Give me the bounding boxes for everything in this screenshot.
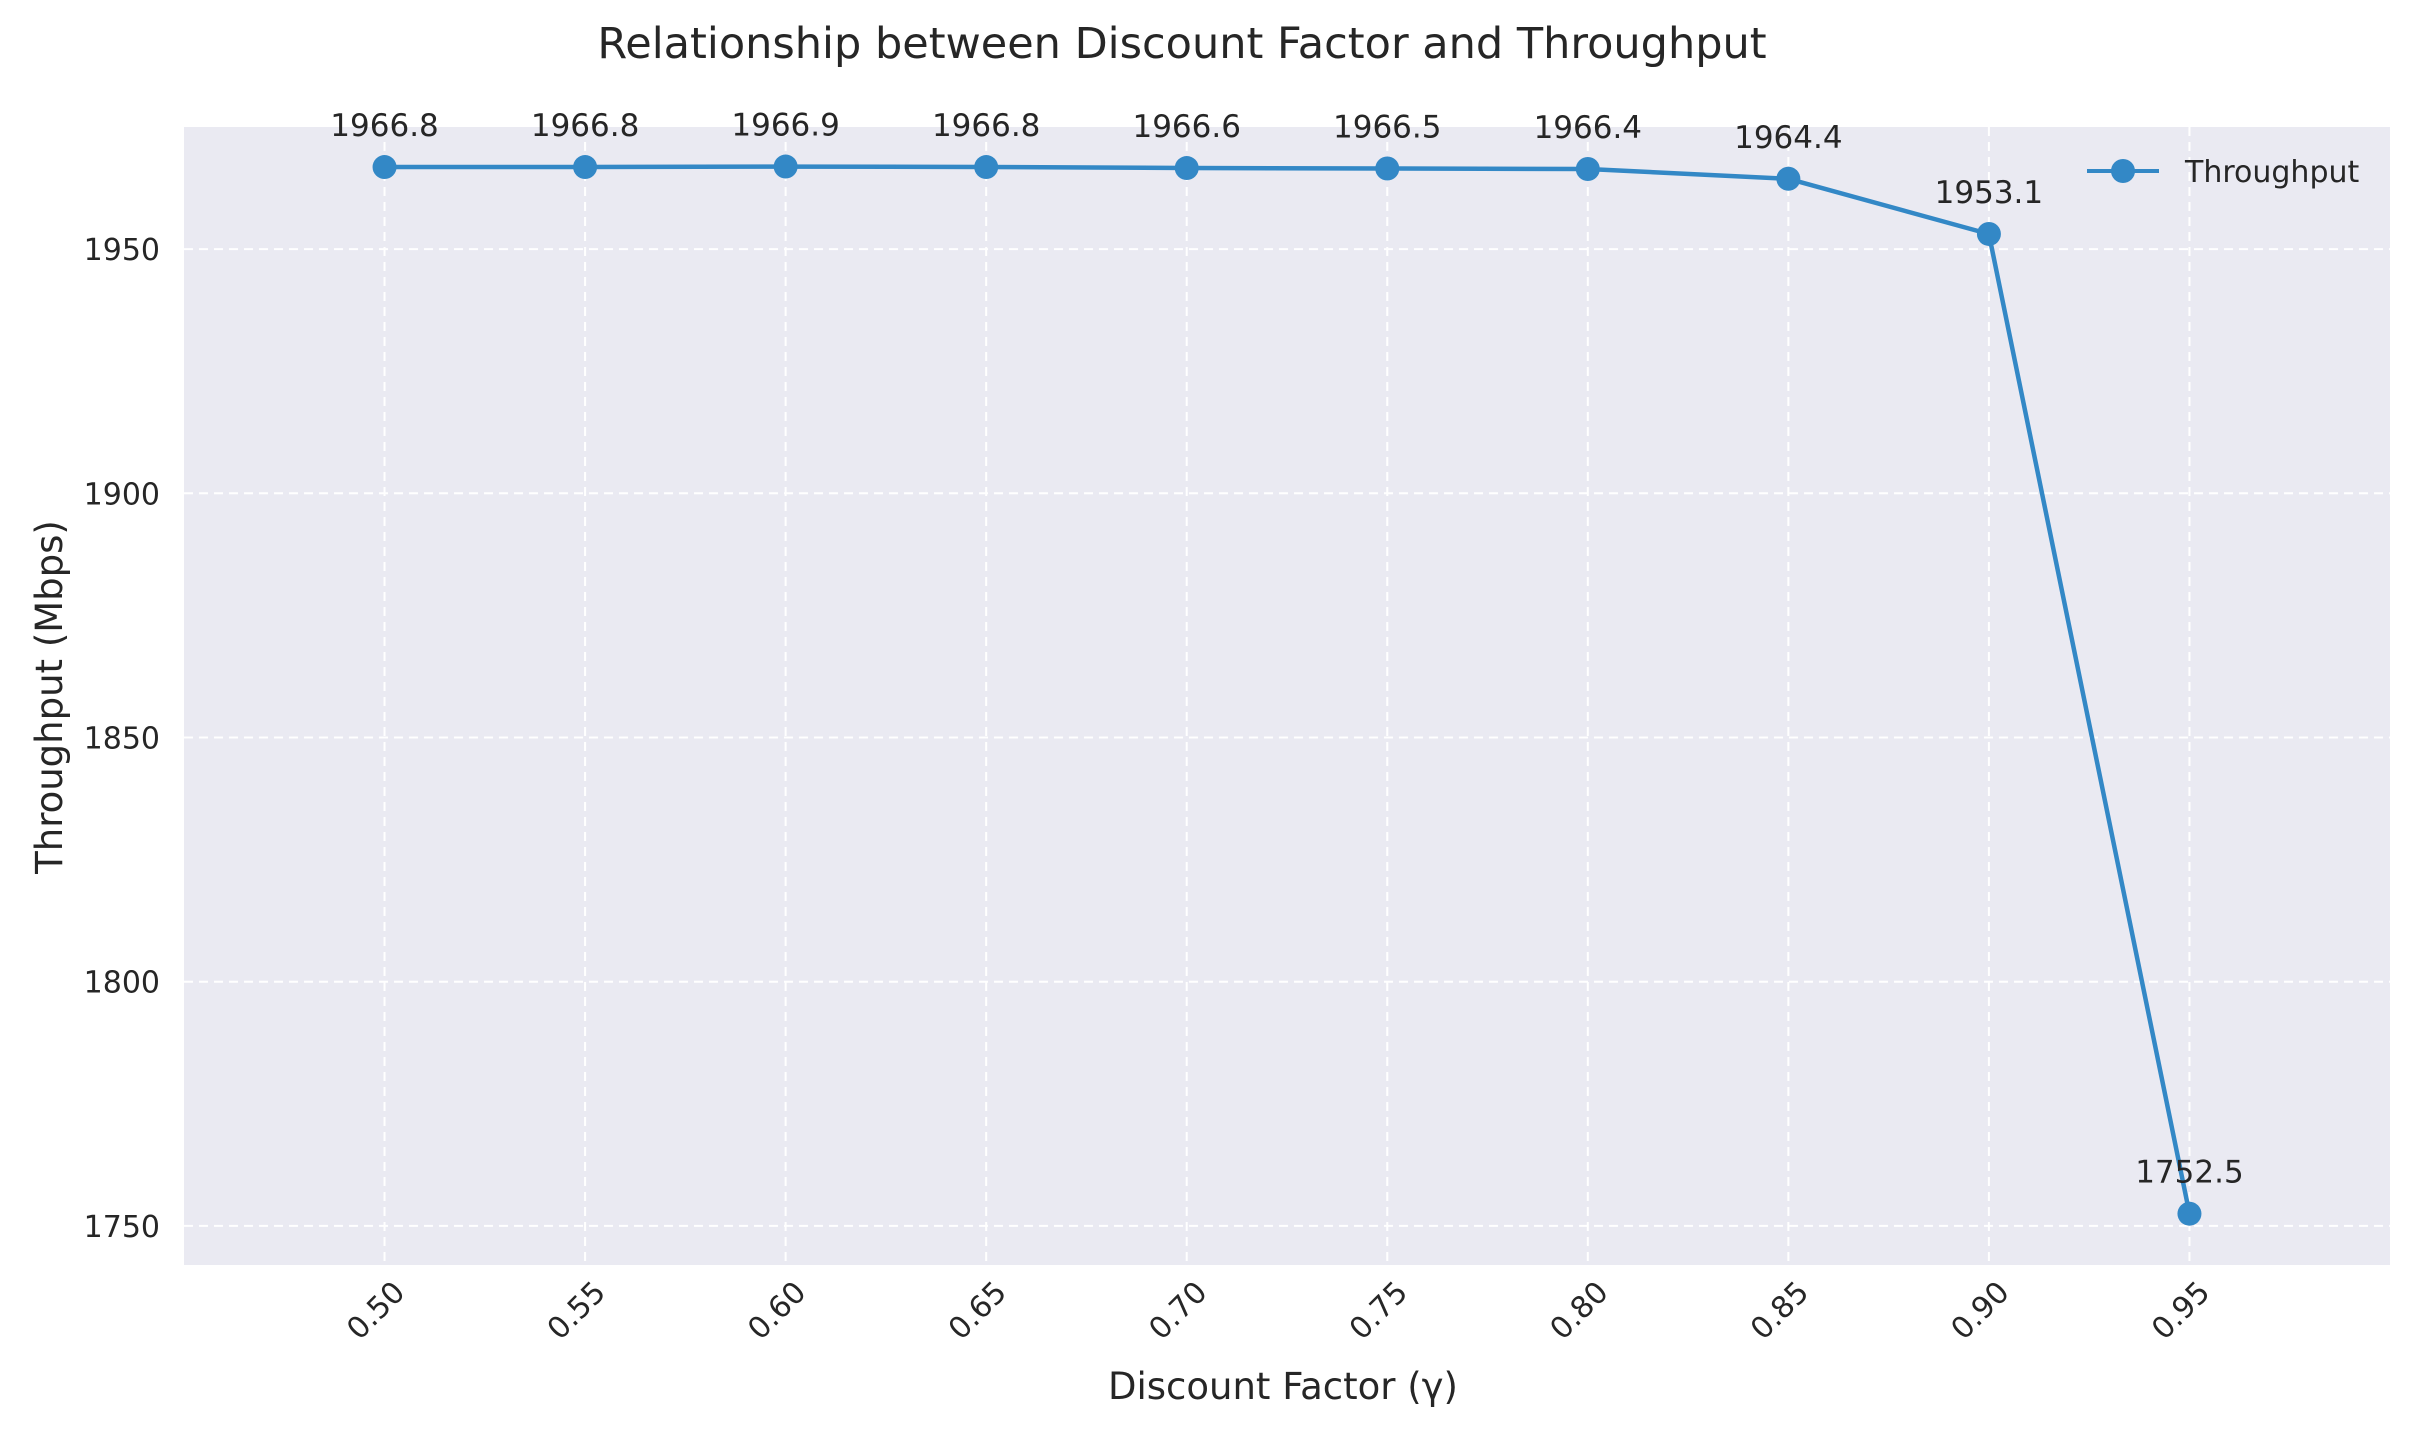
y-tick-label: 1750 xyxy=(84,1210,160,1245)
x-tick-label: 0.80 xyxy=(1543,1275,1615,1347)
y-tick-label: 1950 xyxy=(84,233,160,268)
data-point xyxy=(573,155,598,180)
data-label: 1966.8 xyxy=(932,108,1040,144)
data-point xyxy=(1375,156,1400,181)
data-point xyxy=(372,155,397,180)
data-label: 1966.5 xyxy=(1333,110,1441,146)
legend-label: Throughput xyxy=(2184,155,2359,190)
x-tick-label: 0.95 xyxy=(2145,1275,2217,1347)
x-tick-label: 0.65 xyxy=(942,1275,1014,1347)
y-axis-label: Throughput (Mbps) xyxy=(28,520,71,875)
legend: Throughput xyxy=(2087,155,2359,190)
x-tick-label: 0.75 xyxy=(1343,1275,1415,1347)
y-tick-label: 1800 xyxy=(84,966,160,1001)
x-tick-label: 0.55 xyxy=(541,1275,613,1347)
plot-area xyxy=(184,127,2390,1265)
x-tick-label: 0.70 xyxy=(1142,1275,1214,1347)
x-axis-label: Discount Factor (γ) xyxy=(1108,1365,1458,1408)
data-label: 1966.4 xyxy=(1534,110,1642,146)
series-line xyxy=(384,164,2192,1215)
x-tick-label: 0.50 xyxy=(340,1275,412,1347)
x-tick-label: 0.90 xyxy=(1945,1275,2017,1347)
chart-title: Relationship between Discount Factor and… xyxy=(597,19,1766,69)
x-tick-label: 0.85 xyxy=(1744,1275,1816,1347)
data-label: 1966.8 xyxy=(531,108,639,144)
y-tick-label: 1850 xyxy=(84,722,160,757)
series-layer xyxy=(372,154,2202,1226)
x-tick-label: 0.60 xyxy=(741,1275,813,1347)
data-point xyxy=(2177,1201,2202,1226)
data-label: 1964.4 xyxy=(1734,120,1842,156)
grid-lines xyxy=(184,127,2390,1265)
data-point xyxy=(1575,157,1600,182)
legend-point-marker xyxy=(2111,159,2135,183)
data-label: 1966.9 xyxy=(731,108,839,144)
data-point xyxy=(1776,166,1801,191)
data-label: 1966.8 xyxy=(330,108,438,144)
y-tick-label: 1900 xyxy=(84,477,160,512)
data-point xyxy=(1976,221,2001,246)
data-label: 1752.5 xyxy=(2135,1155,2243,1191)
data-labels: 1966.8 1966.8 1966.9 1966.8 1966.6 1966.5 1966… xyxy=(330,108,2243,1191)
data-label: 1953.1 xyxy=(1935,175,2043,211)
data-point xyxy=(773,154,798,179)
data-point xyxy=(1174,156,1199,181)
data-point xyxy=(974,155,999,180)
data-label: 1966.6 xyxy=(1132,109,1240,145)
